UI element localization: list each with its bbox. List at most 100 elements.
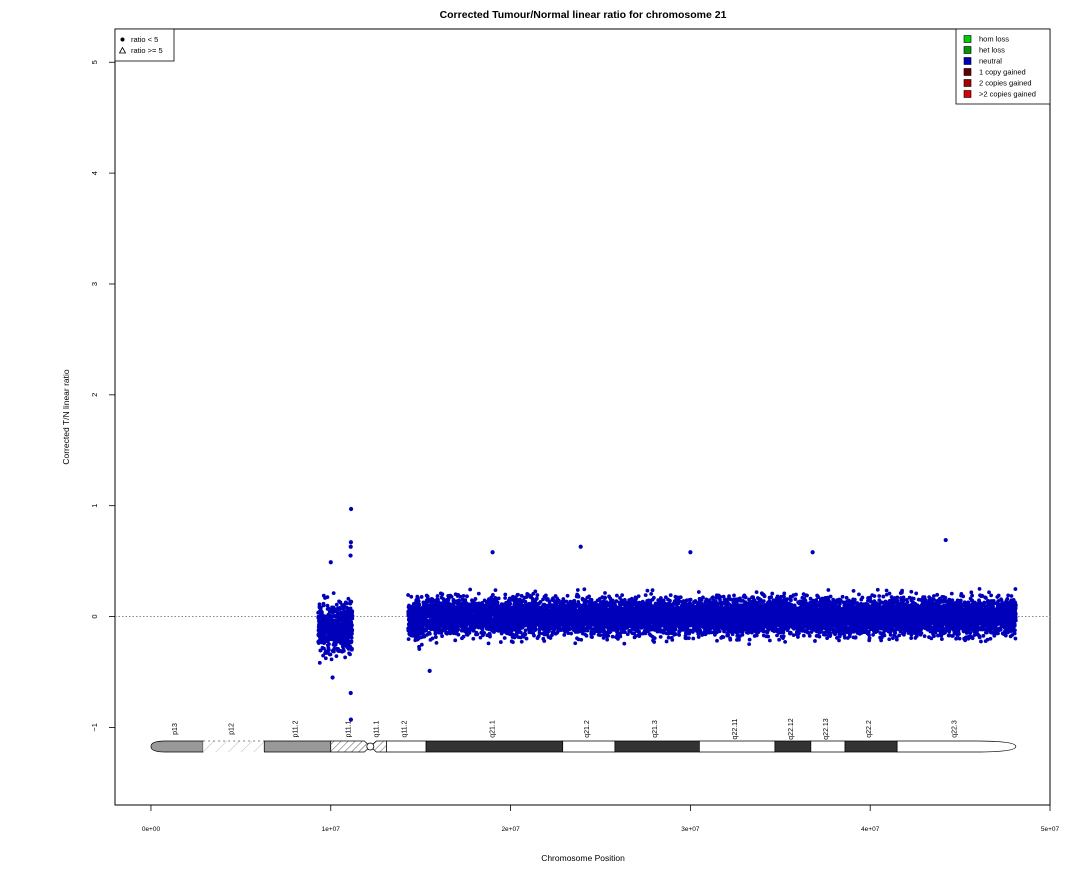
data-point — [652, 640, 656, 644]
data-point — [603, 591, 607, 595]
data-point — [436, 594, 440, 598]
data-point — [475, 632, 479, 636]
data-point — [477, 592, 481, 596]
x-axis-label: Chromosome Position — [541, 853, 625, 863]
data-point — [462, 594, 466, 598]
data-point — [420, 643, 424, 647]
data-point — [603, 596, 607, 600]
data-point — [322, 603, 326, 607]
data-point — [520, 640, 524, 644]
data-point — [523, 632, 527, 636]
data-point — [605, 638, 609, 642]
y-tick-label: 5 — [90, 60, 99, 64]
x-tick-label: 4e+07 — [861, 826, 880, 833]
data-point — [326, 595, 330, 599]
data-point — [587, 594, 591, 598]
data-point — [350, 628, 354, 632]
data-point — [409, 595, 413, 599]
data-point — [434, 635, 438, 639]
data-point — [327, 642, 331, 646]
x-tick-label: 0e+00 — [142, 826, 161, 833]
data-point — [499, 640, 503, 644]
data-point — [327, 648, 331, 652]
data-point — [488, 635, 492, 639]
x-tick-label: 1e+07 — [322, 826, 341, 833]
data-point — [457, 598, 461, 602]
data-point — [542, 639, 546, 643]
data-point — [348, 652, 352, 656]
data-point — [431, 637, 435, 641]
data-point — [350, 617, 354, 621]
data-point — [457, 633, 461, 637]
data-point — [491, 593, 495, 597]
data-point — [318, 661, 322, 665]
data-point — [535, 593, 539, 597]
data-point — [468, 588, 472, 592]
data-point — [573, 641, 577, 645]
data-point — [606, 634, 610, 638]
data-point — [579, 638, 583, 642]
y-axis-label: Corrected T/N linear ratio — [61, 369, 71, 465]
data-point — [329, 652, 333, 656]
y-tick-label: 3 — [90, 282, 99, 286]
data-point — [611, 635, 615, 639]
y-tick-label: 0 — [90, 614, 99, 618]
data-point — [350, 623, 354, 627]
data-point — [516, 593, 520, 597]
data-point — [585, 634, 589, 638]
data-point — [326, 606, 330, 610]
y-tick-label: 1 — [90, 504, 99, 508]
plot-frame — [115, 29, 1050, 805]
data-points — [316, 507, 1017, 722]
data-point — [465, 594, 469, 598]
data-point — [582, 587, 586, 591]
data-point — [471, 637, 475, 641]
data-point — [637, 594, 641, 598]
x-tick-label: 2e+07 — [501, 826, 520, 833]
y-tick-label: 4 — [90, 171, 99, 175]
data-point — [417, 599, 421, 603]
data-point — [453, 638, 457, 642]
data-point — [651, 588, 655, 592]
data-point — [494, 588, 498, 592]
data-point — [456, 627, 460, 631]
data-point — [482, 631, 486, 635]
data-point — [462, 635, 466, 639]
data-point — [566, 594, 570, 598]
data-point — [338, 607, 342, 611]
data-point — [644, 593, 648, 597]
data-point — [420, 595, 424, 599]
data-point — [487, 641, 491, 645]
data-point — [652, 596, 656, 600]
data-point — [562, 633, 566, 637]
data-point — [440, 592, 444, 596]
data-point — [525, 637, 529, 641]
data-point — [349, 600, 353, 604]
data-point — [649, 592, 653, 596]
data-point — [590, 635, 594, 639]
data-point — [342, 649, 346, 653]
data-point — [417, 647, 421, 651]
data-point — [572, 599, 576, 603]
data-point — [332, 591, 336, 595]
data-point — [646, 589, 650, 593]
y-tick-label: −1 — [90, 723, 99, 732]
data-point — [350, 640, 354, 644]
data-point — [524, 628, 528, 632]
data-point — [428, 632, 432, 636]
data-point — [534, 627, 538, 631]
data-point — [343, 656, 347, 660]
data-point — [345, 601, 349, 605]
data-point — [535, 597, 539, 601]
data-point — [417, 603, 421, 607]
data-point — [474, 597, 478, 601]
data-point — [497, 596, 501, 600]
data-point — [615, 594, 619, 598]
data-point — [440, 634, 444, 638]
data-point — [503, 596, 507, 600]
data-point — [481, 628, 485, 632]
data-point — [511, 640, 515, 644]
